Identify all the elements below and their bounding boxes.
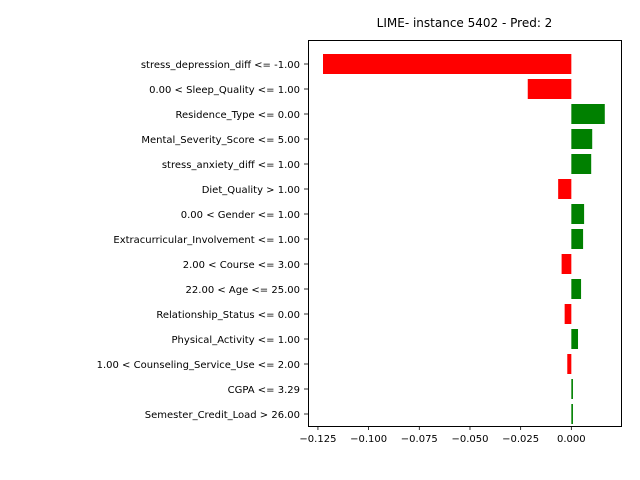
y-tick-labels: stress_depression_diff <= -1.00 0.00 < Sl… <box>97 60 308 421</box>
x-tick-label: −0.100 <box>350 434 387 445</box>
y-tick-label: Extracurricular_Involvement <= 1.00 <box>113 235 300 246</box>
x-axis-ticks: −0.125 −0.100 −0.075 −0.050 −0.025 0.000 <box>299 426 586 445</box>
bar <box>571 329 579 349</box>
y-tick-label: Relationship_Status <= 0.00 <box>156 310 300 321</box>
bars-layer <box>323 54 605 424</box>
y-tick-label: Semester_Credit_Load > 26.00 <box>145 410 300 421</box>
bar <box>571 229 584 249</box>
y-tick-label: 2.00 < Course <= 3.00 <box>183 260 300 271</box>
x-tick-label: −0.125 <box>299 434 336 445</box>
y-tick-label: 0.00 < Gender <= 1.00 <box>181 210 300 221</box>
plot-frame <box>308 40 622 427</box>
bar <box>323 54 572 74</box>
x-tick-label: −0.050 <box>451 434 488 445</box>
bar <box>567 354 572 374</box>
x-tick-label: −0.025 <box>502 434 539 445</box>
y-tick-label: CGPA <= 3.29 <box>228 385 300 396</box>
bar <box>571 404 573 424</box>
bar <box>558 179 572 199</box>
bar <box>571 379 573 399</box>
y-tick-label: 1.00 < Counseling_Service_Use <= 2.00 <box>97 360 300 371</box>
y-tick-label: Residence_Type <= 0.00 <box>176 110 300 121</box>
bar <box>561 254 572 274</box>
y-tick-label: Diet_Quality > 1.00 <box>202 185 300 196</box>
x-tick-label: −0.075 <box>401 434 438 445</box>
y-tick-label: stress_anxiety_diff <= 1.00 <box>162 160 300 171</box>
bar <box>527 79 572 99</box>
y-tick-label: Physical_Activity <= 1.00 <box>172 335 300 346</box>
chart-title: LIME- instance 5402 - Pred: 2 <box>377 16 553 30</box>
y-tick-label: 0.00 < Sleep_Quality <= 1.00 <box>149 85 300 96</box>
y-tick-label: Mental_Severity_Score <= 5.00 <box>141 135 300 146</box>
bar <box>571 104 605 124</box>
bar <box>571 279 582 299</box>
bar <box>571 154 592 174</box>
bar <box>571 129 593 149</box>
x-tick-label: 0.000 <box>557 434 586 445</box>
y-tick-label: 22.00 < Age <= 25.00 <box>186 285 300 296</box>
bar <box>564 304 572 324</box>
bar <box>571 204 585 224</box>
y-tick-label: stress_depression_diff <= -1.00 <box>141 60 300 71</box>
